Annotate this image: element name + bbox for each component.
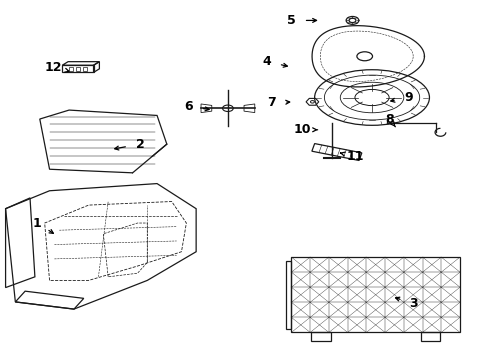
Text: 1: 1 xyxy=(33,216,42,230)
Text: 9: 9 xyxy=(404,91,413,104)
Text: 8: 8 xyxy=(385,113,393,126)
Text: 4: 4 xyxy=(263,55,271,68)
Text: 3: 3 xyxy=(409,297,418,310)
Text: 12: 12 xyxy=(45,60,62,73)
Bar xyxy=(83,67,87,71)
Bar xyxy=(76,67,80,71)
Text: 7: 7 xyxy=(268,96,276,109)
Text: 2: 2 xyxy=(136,138,145,150)
Polygon shape xyxy=(133,157,152,173)
Text: 5: 5 xyxy=(287,14,296,27)
Text: 10: 10 xyxy=(294,123,312,136)
Bar xyxy=(69,67,73,71)
Bar xyxy=(421,332,441,341)
Bar xyxy=(286,261,292,329)
Text: 11: 11 xyxy=(346,150,364,163)
Text: 6: 6 xyxy=(185,100,193,113)
Bar xyxy=(311,332,331,341)
Bar xyxy=(292,257,460,332)
